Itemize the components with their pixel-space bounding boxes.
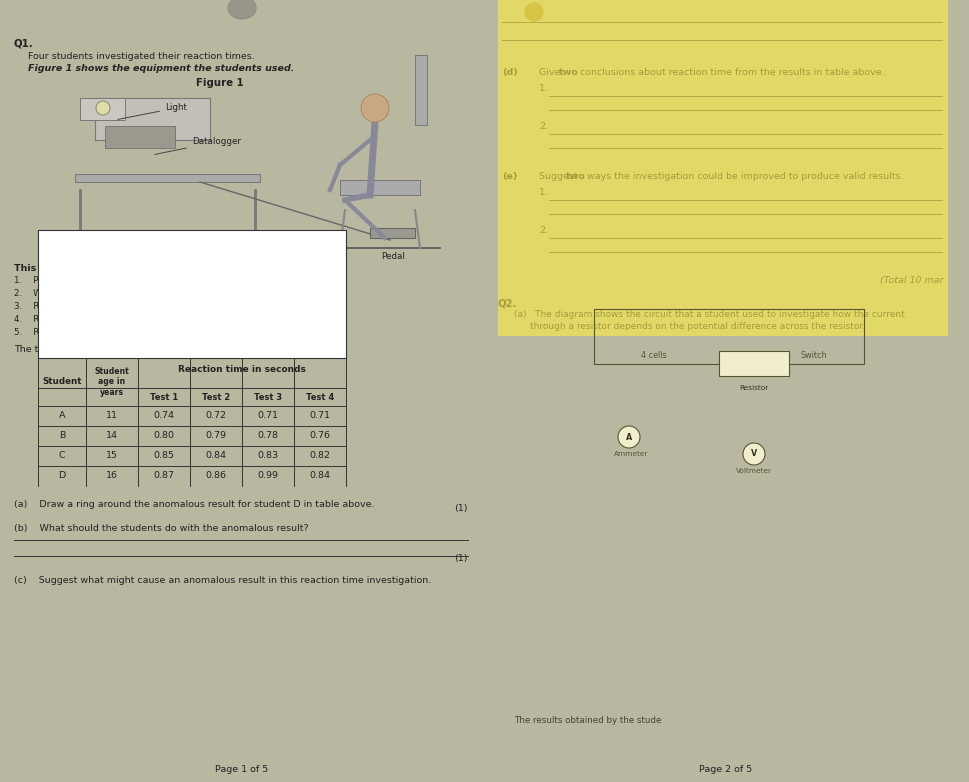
Text: Figure 1: Figure 1 (196, 78, 244, 88)
Text: Light: Light (117, 103, 187, 120)
Text: 4.    Repeat steps 1 to 3 another three times.: 4. Repeat steps 1 to 3 another three tim… (14, 315, 210, 324)
Text: A: A (626, 432, 632, 442)
Text: Page 2 of 5: Page 2 of 5 (700, 765, 753, 774)
Text: Test 3: Test 3 (254, 393, 282, 401)
Text: Voltmeter: Voltmeter (736, 468, 772, 474)
Text: (1): (1) (454, 504, 468, 513)
Text: 0.79: 0.79 (205, 432, 227, 440)
Bar (75, 174, 260, 182)
Circle shape (743, 443, 765, 465)
Text: Test 1: Test 1 (150, 393, 178, 401)
Text: 16: 16 (106, 472, 118, 480)
Text: 0.85: 0.85 (153, 451, 174, 461)
Bar (340, 180, 420, 195)
Text: 2.: 2. (539, 226, 548, 235)
Text: Pedal: Pedal (381, 252, 405, 261)
Bar (594, 309, 864, 364)
Text: 0.99: 0.99 (258, 472, 278, 480)
Text: Q2.: Q2. (498, 298, 517, 308)
Text: (a)   The diagram shows the circuit that a student used to investigate how the c: (a) The diagram shows the circuit that a… (514, 310, 905, 319)
Text: 0.71: 0.71 (258, 411, 278, 421)
Bar (95, 98, 210, 140)
Text: B: B (59, 432, 65, 440)
Text: Ammeter: Ammeter (614, 451, 648, 457)
Text: Figure 1 shows the equipment the students used.: Figure 1 shows the equipment the student… (28, 64, 295, 73)
Text: (e): (e) (502, 172, 517, 181)
Text: 0.86: 0.86 (205, 472, 227, 480)
Bar (105, 126, 175, 148)
Text: Switch: Switch (800, 351, 828, 360)
Circle shape (96, 101, 110, 115)
Text: 2.    When the light turns on, press the pedal as quickly as possible.: 2. When the light turns on, press the pe… (14, 289, 310, 298)
Text: Student: Student (43, 378, 81, 386)
Text: Give: Give (539, 68, 563, 77)
Text: 0.71: 0.71 (309, 411, 330, 421)
Text: 14: 14 (106, 432, 118, 440)
Text: 11: 11 (106, 411, 118, 421)
Text: 0.76: 0.76 (309, 432, 330, 440)
Text: 0.87: 0.87 (153, 472, 174, 480)
Bar (80, 98, 125, 120)
Text: through a resistor depends on the potential difference across the resistor.: through a resistor depends on the potent… (530, 322, 865, 331)
Text: Test 4: Test 4 (306, 393, 334, 401)
Bar (38, 230, 346, 358)
Ellipse shape (525, 3, 543, 21)
Text: Datalogger: Datalogger (155, 138, 241, 155)
Text: C: C (59, 451, 65, 461)
Text: 5.    Repeat steps 1 to 4 with each student.: 5. Repeat steps 1 to 4 with each student… (14, 328, 203, 337)
Text: 0.72: 0.72 (205, 411, 227, 421)
Text: 0.78: 0.78 (258, 432, 278, 440)
Text: 0.74: 0.74 (153, 411, 174, 421)
Text: 0.83: 0.83 (258, 451, 278, 461)
Bar (719, 351, 789, 376)
Text: The table below shows the results for each student.: The table below shows the results for ea… (14, 345, 261, 354)
Text: 1.: 1. (539, 84, 548, 93)
Text: 1.: 1. (539, 188, 548, 197)
Text: Test 2: Test 2 (202, 393, 230, 401)
Text: (Total 10 mar: (Total 10 mar (881, 276, 944, 285)
Text: V: V (751, 450, 757, 458)
Text: Four students investigated their reaction times.: Four students investigated their reactio… (28, 52, 255, 61)
Text: two: two (566, 172, 586, 181)
Circle shape (618, 426, 640, 448)
Text: (c)    Suggest what might cause an anomalous result in this reaction time invest: (c) Suggest what might cause an anomalou… (14, 576, 431, 585)
Text: 4 cells: 4 cells (641, 351, 667, 360)
Bar (415, 55, 427, 125)
Text: two: two (559, 68, 578, 77)
Text: 15: 15 (106, 451, 118, 461)
Text: Page 1 of 5: Page 1 of 5 (215, 765, 268, 774)
Text: ways the investigation could be improved to produce valid results.: ways the investigation could be improved… (584, 172, 904, 181)
Text: A: A (59, 411, 65, 421)
Text: conclusions about reaction time from the results in table above.: conclusions about reaction time from the… (577, 68, 885, 77)
Text: 3.    Record the time shown on the datalogger.: 3. Record the time shown on the datalogg… (14, 302, 217, 311)
Text: This is the method used.: This is the method used. (14, 264, 146, 273)
Text: Resistor: Resistor (739, 385, 768, 391)
Text: (d): (d) (502, 68, 517, 77)
Text: (b)    What should the students do with the anomalous result?: (b) What should the students do with the… (14, 524, 308, 533)
Text: 1.    Place one foot on the pedal.: 1. Place one foot on the pedal. (14, 276, 156, 285)
Text: (1): (1) (454, 554, 468, 563)
Text: 0.84: 0.84 (205, 451, 227, 461)
Text: Suggest: Suggest (539, 172, 580, 181)
Text: (a)    Draw a ring around the anomalous result for student D in table above.: (a) Draw a ring around the anomalous res… (14, 500, 374, 509)
Ellipse shape (228, 0, 256, 19)
Text: D: D (58, 472, 66, 480)
Text: 0.84: 0.84 (309, 472, 330, 480)
Bar (370, 228, 415, 238)
Text: 0.82: 0.82 (309, 451, 330, 461)
Text: 2.: 2. (539, 122, 548, 131)
Text: 0.80: 0.80 (153, 432, 174, 440)
Text: The results obtained by the stude: The results obtained by the stude (514, 716, 662, 725)
Bar (498, 0, 948, 336)
Circle shape (361, 94, 389, 122)
Text: Reaction time in seconds: Reaction time in seconds (178, 365, 306, 375)
Text: Q1.: Q1. (14, 38, 34, 48)
Text: Student
age in
years: Student age in years (95, 367, 130, 397)
